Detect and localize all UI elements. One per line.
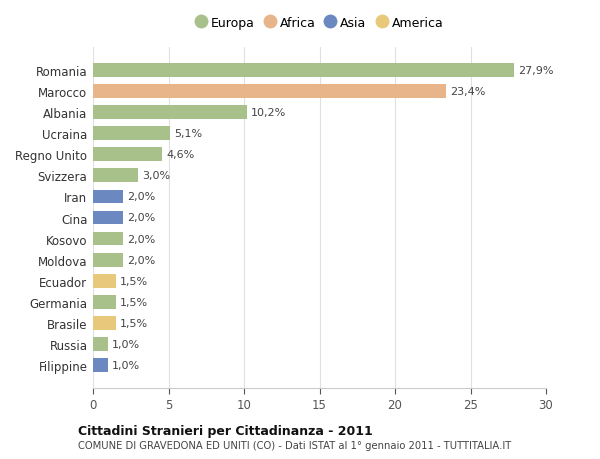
Text: 10,2%: 10,2% [251,108,286,118]
Bar [93,317,116,330]
Bar [93,169,139,183]
Bar [93,190,123,204]
Text: 1,5%: 1,5% [119,276,148,286]
Text: 2,0%: 2,0% [127,213,155,223]
Text: 1,0%: 1,0% [112,361,140,370]
Text: 27,9%: 27,9% [518,66,554,75]
Text: 4,6%: 4,6% [166,150,194,160]
Bar [93,211,123,225]
Text: 1,5%: 1,5% [119,297,148,308]
Bar [93,106,247,119]
Text: 23,4%: 23,4% [450,87,485,96]
Text: COMUNE DI GRAVEDONA ED UNITI (CO) - Dati ISTAT al 1° gennaio 2011 - TUTTITALIA.I: COMUNE DI GRAVEDONA ED UNITI (CO) - Dati… [78,440,511,450]
Bar [93,338,108,351]
Text: 3,0%: 3,0% [142,171,170,181]
Text: Cittadini Stranieri per Cittadinanza - 2011: Cittadini Stranieri per Cittadinanza - 2… [78,425,373,437]
Text: 1,0%: 1,0% [112,340,140,349]
Text: 2,0%: 2,0% [127,255,155,265]
Legend: Europa, Africa, Asia, America: Europa, Africa, Asia, America [196,17,443,30]
Bar [93,85,446,98]
Text: 5,1%: 5,1% [174,129,202,139]
Bar [93,274,116,288]
Bar [93,64,514,77]
Bar [93,148,163,162]
Text: 2,0%: 2,0% [127,234,155,244]
Bar [93,359,108,372]
Bar [93,127,170,140]
Bar [93,232,123,246]
Bar [93,296,116,309]
Text: 2,0%: 2,0% [127,192,155,202]
Bar [93,253,123,267]
Text: 1,5%: 1,5% [119,319,148,328]
